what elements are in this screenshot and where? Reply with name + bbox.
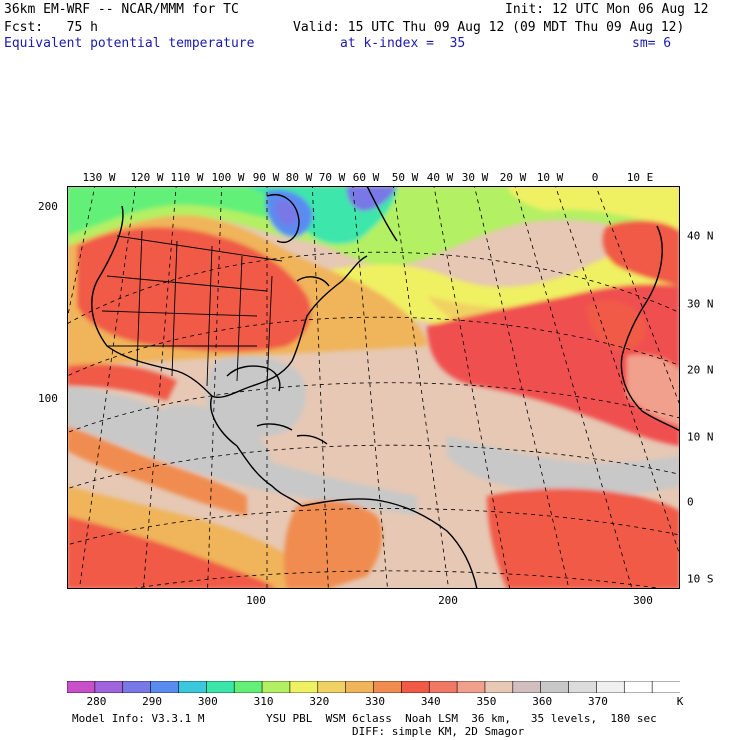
colorbar-swatch (261, 681, 291, 693)
lon-label: 20 W (499, 171, 527, 184)
colorbar (67, 681, 680, 693)
physics-info: YSU PBL WSM 6class Noah LSM 36 km, 35 le… (266, 712, 657, 725)
lon-label: 110 W (170, 171, 204, 184)
colorbar-swatch (540, 681, 570, 693)
colorbar-label: 330 (365, 695, 385, 708)
lon-label: 70 W (318, 171, 346, 184)
grid-x-label: 100 (246, 594, 266, 607)
lat-label: 20 N (687, 363, 714, 377)
lat-label: 0 (687, 495, 694, 509)
lon-label: 80 W (285, 171, 313, 184)
lon-label: 100 W (211, 171, 245, 184)
colorbar-label: 300 (197, 695, 218, 708)
lon-label: 60 W (352, 171, 380, 184)
colorbar-swatch (596, 681, 625, 693)
lon-label: 10 E (626, 171, 654, 184)
colorbar-swatch (401, 681, 430, 693)
colorbar-label: 320 (309, 695, 330, 708)
colorbar-swatch (345, 681, 375, 693)
colorbar-label: 360 (532, 695, 553, 708)
lon-label: 10 W (536, 171, 564, 184)
grid-y-label: 200 (38, 200, 58, 213)
colorbar-label: 370 (588, 695, 608, 708)
colorbar-swatch (512, 681, 542, 693)
colorbar-swatch (122, 681, 152, 693)
colorbar-label: 290 (142, 695, 163, 708)
forecast-hour: Fcst: 75 h (4, 20, 98, 35)
map-frame (67, 186, 680, 589)
smoothing-info: sm= 6 (632, 36, 672, 51)
lon-label: 30 W (461, 171, 489, 184)
grid-y-label: 100 (38, 392, 58, 405)
field-name: Equivalent potential temperature (4, 36, 255, 51)
colorbar-label: 280 (86, 695, 107, 708)
graticule (67, 186, 680, 589)
lon-label: 50 W (391, 171, 419, 184)
colorbar-label: K (676, 695, 684, 708)
colorbar-swatch (373, 681, 402, 693)
lat-label: 30 N (687, 297, 714, 311)
lon-label: 120 W (130, 171, 164, 184)
lon-label: 130 W (82, 171, 116, 184)
equivalent-potential-temperature-map (67, 186, 680, 589)
grid-x-label: 200 (438, 594, 458, 607)
colorbar-swatch (456, 681, 486, 693)
colorbar-swatch (67, 681, 96, 693)
colorbar-swatch (568, 681, 598, 693)
colorbar-swatch (428, 681, 458, 693)
colorbar-label: 340 (420, 695, 441, 708)
level-info: at k-index = 35 (340, 36, 466, 51)
model-title: 36km EM-WRF -- NCAR/MMM for TC (4, 2, 239, 17)
valid-time: Valid: 15 UTC Thu 09 Aug 12 (09 MDT Thu … (293, 20, 685, 35)
lon-label: 40 W (426, 171, 454, 184)
colorbar-swatch (178, 681, 207, 693)
lon-label: 0 (591, 171, 599, 184)
colorbar-label: 310 (253, 695, 274, 708)
colorbar-swatch (484, 681, 514, 693)
diffusion-info: DIFF: simple KM, 2D Smagor (352, 725, 525, 738)
colorbar-swatch (317, 681, 347, 693)
model-info: Model Info: V3.3.1 M (72, 712, 205, 725)
colorbar-swatch (94, 681, 124, 693)
init-time: Init: 12 UTC Mon 06 Aug 12 (505, 2, 709, 17)
grid-x-label: 300 (633, 594, 653, 607)
lat-label: 10 N (687, 430, 714, 444)
colorbar-swatch (651, 681, 680, 693)
colorbar-swatch (233, 681, 263, 693)
colorbar-swatch (150, 681, 180, 693)
colorbar-label: 350 (476, 695, 497, 708)
coastlines (91, 186, 680, 589)
colorbar-swatch (289, 681, 319, 693)
colorbar-swatch (206, 681, 235, 693)
lon-label: 90 W (252, 171, 280, 184)
lat-label: 40 N (687, 229, 714, 243)
colorbar-swatch (623, 681, 653, 693)
political-borders (101, 230, 283, 387)
lat-label: 10 S (687, 572, 714, 586)
